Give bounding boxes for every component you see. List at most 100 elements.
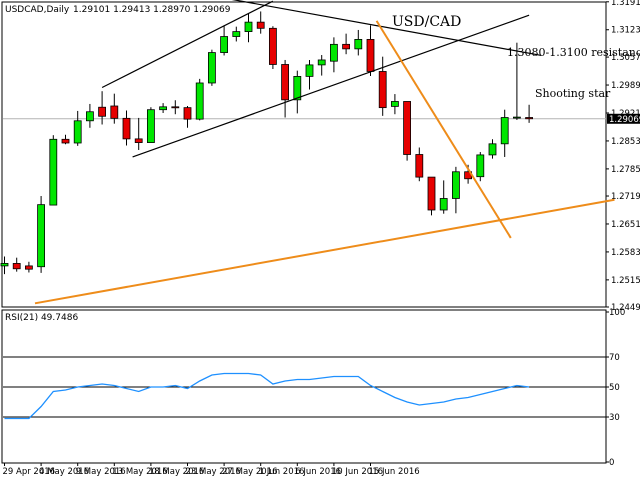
time-tick-label: 15 Jun 2016 [369, 467, 420, 477]
candle [451, 166, 460, 214]
candle-body [256, 21, 265, 29]
candle-body [403, 101, 412, 155]
candle [12, 257, 21, 272]
rsi-level-tag [607, 382, 621, 392]
candle-body [342, 43, 351, 50]
candle [403, 101, 412, 161]
candle [525, 104, 533, 123]
price-tick-label: 1.25150 [611, 276, 640, 286]
price-tick-label: 1.31915 [611, 0, 640, 8]
candle-body [232, 31, 241, 37]
candle-body [12, 263, 21, 270]
rsi-panel[interactable]: RSI(21) 49.7486 100 70 50 30 0 [1, 308, 625, 468]
ohlc-label: 1.29101 1.29413 1.28970 1.29069 [73, 5, 231, 15]
candle-body [488, 143, 497, 156]
time-tick-label: 13 May 2016 [112, 467, 167, 477]
rsi-level-tag [607, 412, 621, 422]
candle [171, 100, 180, 115]
candle [293, 70, 302, 114]
candle-body [354, 39, 363, 50]
rsi-tick-label: 30 [609, 413, 620, 423]
candle-body [366, 39, 375, 72]
candle [378, 56, 387, 116]
candle [207, 49, 216, 86]
candle [476, 152, 485, 182]
trendline-channel-upper[interactable] [101, 0, 274, 89]
candle-body [122, 117, 131, 140]
candle-body [110, 105, 119, 119]
candle [220, 25, 229, 56]
candle-body [281, 64, 290, 101]
candle [61, 134, 70, 145]
candle-body [415, 154, 424, 178]
time-tick-label: 6 Jun 2016 [295, 467, 341, 477]
candle-body [390, 101, 399, 107]
time-tick-label: 1 Jun 2016 [259, 467, 305, 477]
candle [24, 261, 33, 273]
candle [390, 94, 399, 115]
candle-body [220, 36, 229, 53]
time-tick-label: 10 Jun 2016 [332, 467, 383, 477]
candle [232, 26, 241, 42]
rsi-level-tag [607, 352, 621, 362]
candle-body [244, 21, 253, 32]
candle [134, 117, 143, 150]
rsi-level-lines [3, 356, 606, 418]
candle-body [195, 82, 204, 120]
time-tick-label: 27 May 2016 [222, 467, 277, 477]
time-tick-label: 4 May 2016 [39, 467, 89, 477]
symbol-label: USDCAD,Daily [5, 5, 70, 15]
candle-body [513, 116, 521, 119]
price-tick-label: 1.29890 [611, 81, 640, 91]
current-price-tag-label: 1.29069 [609, 115, 640, 125]
rsi-tick-label: 50 [609, 383, 620, 393]
candle-body [207, 52, 216, 84]
candle-body [159, 106, 168, 111]
price-tick-label: 1.25830 [611, 248, 640, 258]
price-tick-label: 1.27190 [611, 192, 640, 202]
candle-body [329, 43, 338, 62]
current-price-marker: 1.29069 [607, 113, 640, 125]
candle [110, 93, 119, 124]
candle [244, 13, 253, 43]
candle-body [451, 171, 460, 199]
candle [159, 103, 168, 113]
candle [122, 110, 131, 146]
candle-body [427, 176, 436, 211]
candle [329, 37, 338, 73]
candle-body [24, 265, 33, 270]
candle [86, 103, 94, 128]
candlestick-series [0, 11, 533, 275]
time-tick-label: 29 Apr 2016 [3, 467, 56, 477]
candle [256, 11, 265, 34]
candle [513, 42, 521, 120]
candle-body [0, 263, 9, 267]
trendline-down-trend-line[interactable] [375, 20, 512, 239]
candle-body [439, 198, 448, 211]
price-tick-label: 1.24490 [611, 303, 640, 313]
current-price-tag [607, 113, 640, 124]
price-tick-label: 1.28530 [611, 137, 640, 147]
candle [427, 176, 436, 216]
trendline-channel-lower[interactable] [132, 14, 530, 158]
price-tick-label: 1.27850 [611, 165, 640, 175]
time-tick-label: 23 May 2016 [186, 467, 241, 477]
rsi-tick-label: 70 [609, 353, 620, 363]
time-tick-label: 9 May 2016 [76, 467, 126, 477]
trendline-resistance-line[interactable] [230, 0, 542, 57]
price-tick-label: 1.26510 [611, 220, 640, 230]
rsi-label: RSI(21) 49.7486 [5, 313, 78, 323]
candle-body [305, 64, 314, 77]
rsi-tick-label: 0 [609, 458, 614, 468]
candle-body [476, 154, 485, 178]
price-panel[interactable]: USDCAD,Daily 1.29101 1.29413 1.28970 1.2… [0, 0, 640, 313]
candle [342, 33, 351, 55]
candle [281, 59, 290, 118]
candle [415, 147, 424, 182]
candle [317, 55, 326, 76]
trendline-support-line[interactable] [34, 198, 615, 305]
candle-body [317, 59, 326, 66]
candle-body [146, 109, 155, 143]
time-tick-label: 18 May 2016 [149, 467, 204, 477]
candle-body [378, 71, 387, 109]
